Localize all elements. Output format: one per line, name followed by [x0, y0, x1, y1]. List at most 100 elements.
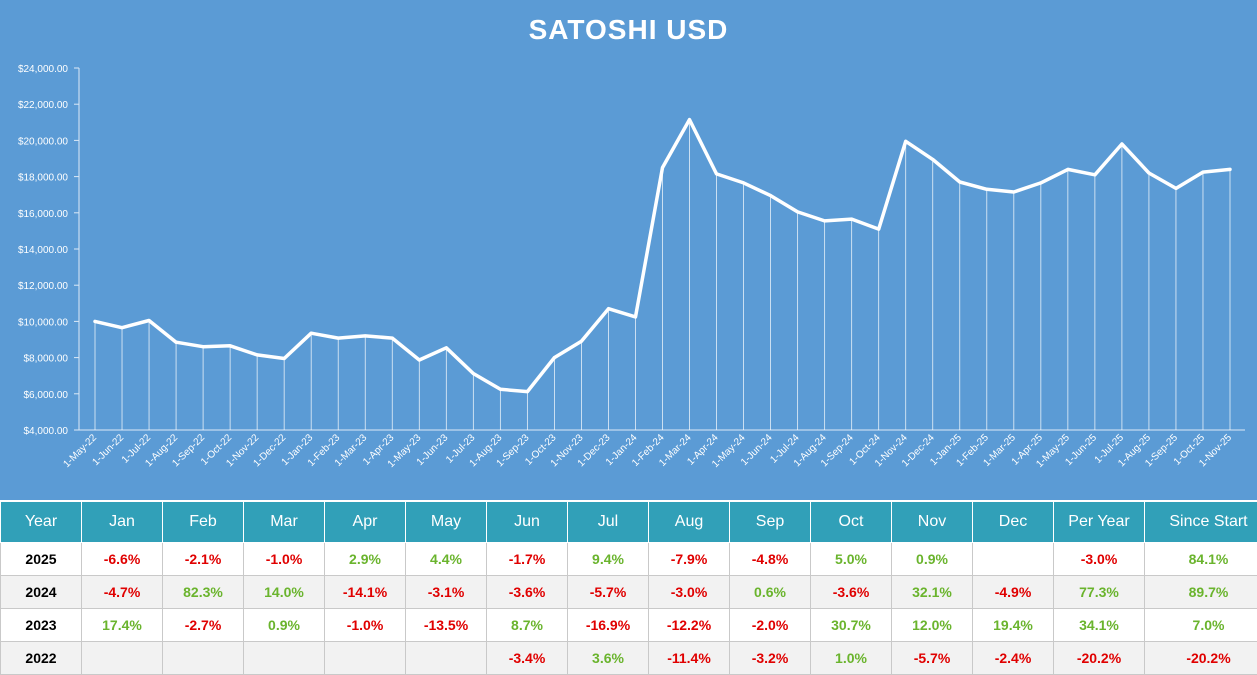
data-point	[498, 387, 502, 391]
data-point	[985, 187, 989, 191]
return-cell: 30.7%	[810, 608, 892, 642]
return-cell	[243, 641, 325, 675]
data-point	[850, 217, 854, 221]
return-cell	[405, 641, 487, 675]
data-point	[525, 390, 529, 394]
year-cell: 2023	[0, 608, 82, 642]
column-header: Since Start	[1144, 501, 1257, 543]
data-point	[282, 357, 286, 361]
return-cell: -6.6%	[81, 542, 163, 576]
return-cell: 34.1%	[1053, 608, 1145, 642]
return-cell	[81, 641, 163, 675]
data-point	[1012, 190, 1016, 194]
return-cell: 1.0%	[810, 641, 892, 675]
data-point	[823, 219, 827, 223]
return-cell: 0.6%	[729, 575, 811, 609]
data-point	[1039, 181, 1043, 185]
return-cell: -2.1%	[162, 542, 244, 576]
data-point	[552, 356, 556, 360]
table-header-row: Year Jan Feb Mar Apr May Jun Jul Aug Sep Oct Nov Dec…	[0, 501, 1257, 543]
return-cell: 17.4%	[81, 608, 163, 642]
column-header: Oct	[810, 501, 892, 543]
data-point	[769, 194, 773, 198]
return-cell: 82.3%	[162, 575, 244, 609]
table-row: 2025 -6.6% -2.1% -1.0% 2.9% 4.4% -1.7% 9.4% -7.9…	[0, 542, 1257, 576]
data-point	[363, 334, 367, 338]
column-header: Aug	[648, 501, 730, 543]
data-point	[255, 353, 259, 357]
return-cell: 77.3%	[1053, 575, 1145, 609]
column-header: Jun	[486, 501, 568, 543]
data-point	[201, 345, 205, 349]
data-point	[606, 307, 610, 311]
return-cell: -14.1%	[324, 575, 406, 609]
data-point	[796, 210, 800, 214]
column-header: Jul	[567, 501, 649, 543]
column-header: Per Year	[1053, 501, 1145, 543]
data-point	[1228, 167, 1232, 171]
chart-title: SATOSHI USD	[528, 14, 729, 45]
data-point	[1174, 186, 1178, 190]
data-point	[309, 331, 313, 335]
data-point	[931, 157, 935, 161]
y-tick-label: $14,000.00	[18, 245, 68, 256]
column-header: Dec	[972, 501, 1054, 543]
return-cell: 12.0%	[891, 608, 973, 642]
return-cell: -1.7%	[486, 542, 568, 576]
return-cell: -1.0%	[324, 608, 406, 642]
return-cell: -1.0%	[243, 542, 325, 576]
column-header: Apr	[324, 501, 406, 543]
data-point	[958, 180, 962, 184]
column-header: May	[405, 501, 487, 543]
return-cell: -3.1%	[405, 575, 487, 609]
return-cell: -5.7%	[567, 575, 649, 609]
return-cell: -16.9%	[567, 608, 649, 642]
return-cell: -3.2%	[729, 641, 811, 675]
return-cell: -4.9%	[972, 575, 1054, 609]
return-cell: 8.7%	[486, 608, 568, 642]
y-tick-label: $4,000.00	[24, 426, 69, 437]
table-body: 2025 -6.6% -2.1% -1.0% 2.9% 4.4% -1.7% 9.4% -7.9…	[0, 542, 1257, 675]
monthly-returns-table: Year Jan Feb Mar Apr May Jun Jul Aug Sep Oct Nov Dec…	[0, 501, 1257, 675]
data-point	[877, 227, 881, 231]
data-point	[417, 358, 421, 362]
data-point	[471, 372, 475, 376]
column-header: Nov	[891, 501, 973, 543]
data-point	[579, 339, 583, 343]
return-cell: 84.1%	[1144, 542, 1257, 576]
return-cell: -20.2%	[1053, 641, 1145, 675]
chart-panel: $4,000.00 $6,000.00 $8,000.00 $10,000.00 $12…	[0, 0, 1257, 500]
y-tick-label: $22,000.00	[18, 100, 68, 111]
data-point	[336, 336, 340, 340]
return-cell	[324, 641, 406, 675]
y-tick-label: $16,000.00	[18, 209, 68, 220]
y-tick-label: $10,000.00	[18, 317, 68, 328]
return-cell: 14.0%	[243, 575, 325, 609]
return-cell: -3.4%	[486, 641, 568, 675]
data-point	[715, 172, 719, 176]
data-point	[228, 344, 232, 348]
return-cell: 0.9%	[243, 608, 325, 642]
data-point	[1201, 170, 1205, 174]
year-cell: 2022	[0, 641, 82, 675]
y-tick-label: $20,000.00	[18, 136, 68, 147]
return-cell: 5.0%	[810, 542, 892, 576]
return-cell: 3.6%	[567, 641, 649, 675]
return-cell: 7.0%	[1144, 608, 1257, 642]
y-tick-label: $18,000.00	[18, 173, 68, 184]
data-point	[93, 319, 97, 323]
return-cell: 89.7%	[1144, 575, 1257, 609]
data-point	[1147, 171, 1151, 175]
data-point	[688, 118, 692, 122]
return-cell: -3.6%	[810, 575, 892, 609]
return-cell: -3.0%	[1053, 542, 1145, 576]
return-cell: 32.1%	[891, 575, 973, 609]
data-point	[633, 315, 637, 319]
data-point	[1066, 167, 1070, 171]
return-cell: -2.0%	[729, 608, 811, 642]
return-cell: 0.9%	[891, 542, 973, 576]
data-point	[1093, 173, 1097, 177]
data-point	[742, 181, 746, 185]
data-point	[1120, 142, 1124, 146]
data-point	[904, 139, 908, 143]
